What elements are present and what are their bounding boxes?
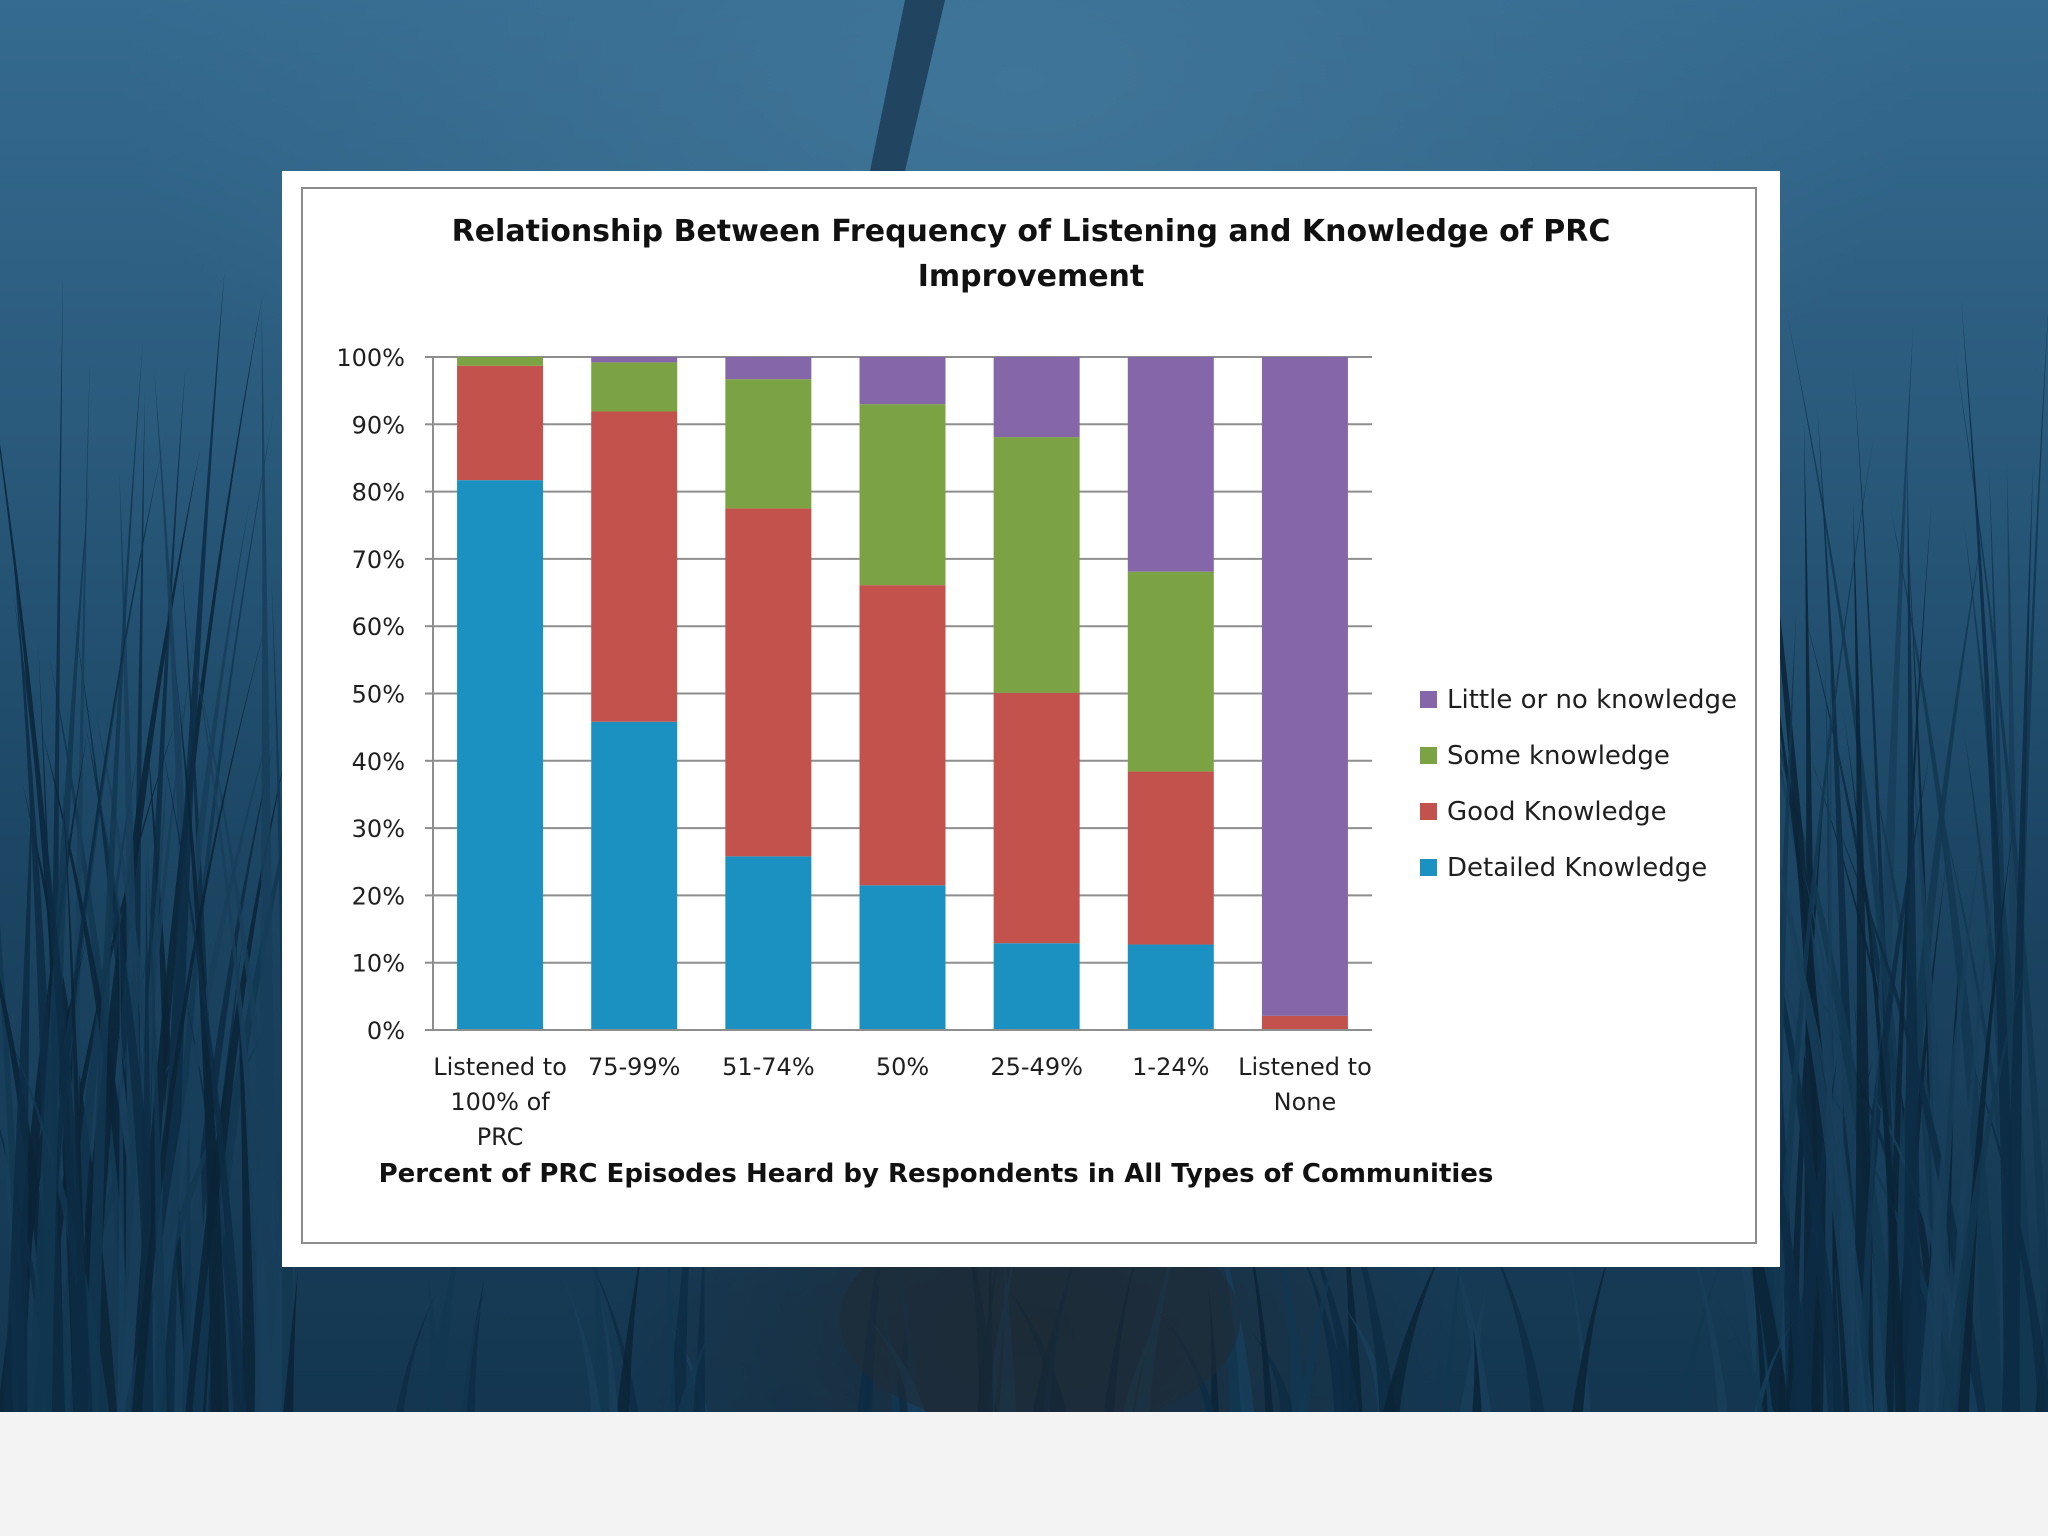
x-category-label: 1-24% (1132, 1053, 1209, 1081)
y-tick-label: 100% (336, 344, 405, 372)
y-tick-labels: 0% 10% 20% 30% 40% 50% 60% 70% 80% 90% 100% (336, 344, 405, 1045)
x-axis-title: Percent of PRC Episodes Heard by Respond… (379, 1159, 1494, 1189)
bar-segment-little-or-no-knowledge (591, 357, 678, 363)
x-category-label: Listened to None (1238, 1053, 1372, 1116)
bottom-bar (0, 1412, 2048, 1536)
bars (457, 357, 1348, 1030)
y-tick-label: 60% (352, 613, 405, 641)
bar-segment-good-knowledge (457, 365, 544, 481)
bar-segment-good-knowledge (1261, 1015, 1348, 1030)
bar-segment-good-knowledge (725, 508, 812, 857)
bar-segment-some-knowledge (1127, 571, 1214, 772)
x-category-label: 75-99% (588, 1053, 681, 1081)
legend-swatch (1420, 747, 1437, 764)
bar-segment-detailed-knowledge (591, 721, 678, 1030)
bar-segment-good-knowledge (591, 411, 678, 722)
y-tick-label: 20% (352, 882, 405, 910)
legend-swatch (1420, 803, 1437, 820)
y-tick-label: 40% (352, 748, 405, 776)
bar-segment-good-knowledge (859, 585, 946, 886)
bar-segment-some-knowledge (859, 404, 946, 586)
legend-label: Little or no knowledge (1447, 685, 1737, 715)
bar-segment-little-or-no-knowledge (725, 357, 812, 380)
y-tick-label: 30% (352, 815, 405, 843)
bar-segment-detailed-knowledge (457, 480, 544, 1030)
y-tick-label: 50% (352, 681, 405, 709)
legend-swatch (1420, 691, 1437, 708)
y-tick-label: 70% (352, 546, 405, 574)
chart-title-line-2: Improvement (918, 259, 1145, 294)
y-tick-label: 0% (367, 1017, 405, 1045)
legend: Little or no knowledge Some knowledge Good… (1420, 685, 1737, 883)
legend-label: Good Knowledge (1447, 797, 1667, 827)
x-category-label: Listened to 100% of PRC (433, 1053, 567, 1151)
bar-segment-little-or-no-knowledge (993, 357, 1080, 438)
bar-segment-good-knowledge (1127, 771, 1214, 945)
y-tick-label: 80% (352, 479, 405, 507)
axes (432, 357, 1372, 1031)
x-category-label: 25-49% (990, 1053, 1083, 1081)
legend-swatch (1420, 859, 1437, 876)
bar-segment-some-knowledge (993, 437, 1080, 693)
bar-segment-detailed-knowledge (1127, 944, 1214, 1030)
stacked-bar-chart: 0% 10% 20% 30% 40% 50% 60% 70% 80% 90% 100% Listen… (336, 214, 1737, 1189)
chart-card: 0% 10% 20% 30% 40% 50% 60% 70% 80% 90% 100% Listen… (282, 171, 1780, 1267)
chart-title-line-1: Relationship Between Frequency of Listen… (452, 214, 1611, 249)
bar-segment-little-or-no-knowledge (859, 357, 946, 405)
x-category-label: 51-74% (722, 1053, 815, 1081)
legend-label: Some knowledge (1447, 741, 1670, 771)
bar-segment-good-knowledge (993, 692, 1080, 944)
bar-segment-little-or-no-knowledge (1127, 357, 1214, 572)
x-category-label: 50% (876, 1053, 929, 1081)
bar-segment-detailed-knowledge (993, 943, 1080, 1030)
y-tick-label: 90% (352, 411, 405, 439)
bar-segment-some-knowledge (591, 362, 678, 412)
bar-segment-some-knowledge (457, 357, 544, 366)
bar-segment-detailed-knowledge (725, 856, 812, 1030)
bar-segment-some-knowledge (725, 379, 812, 509)
legend-label: Detailed Knowledge (1447, 853, 1707, 883)
bar-segment-detailed-knowledge (859, 885, 946, 1030)
x-category-labels: Listened to 100% of PRC 75-99% 51-74% 50% 25-4… (433, 1053, 1372, 1151)
chart-frame: 0% 10% 20% 30% 40% 50% 60% 70% 80% 90% 100% Listen… (301, 187, 1757, 1244)
y-tick-label: 10% (352, 950, 405, 978)
bar-segment-little-or-no-knowledge (1261, 357, 1348, 1016)
